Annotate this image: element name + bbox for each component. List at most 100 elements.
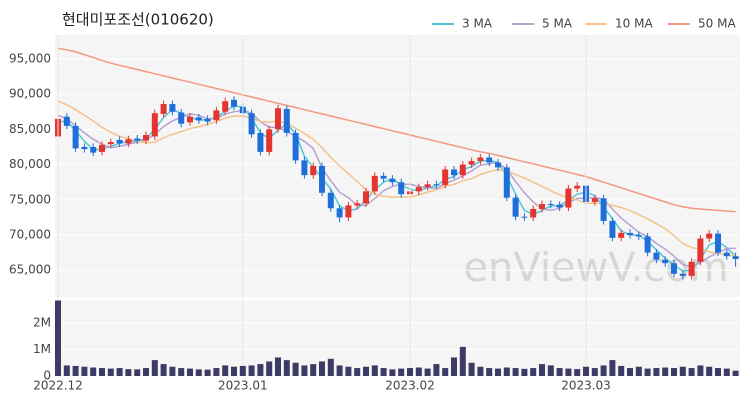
candle-body	[169, 104, 176, 112]
candle-body	[565, 188, 572, 208]
volume-bar	[459, 346, 466, 376]
y-tick-label: 1M	[33, 342, 51, 356]
volume-bar	[451, 357, 457, 376]
volume-bar	[662, 367, 669, 376]
candle-body	[521, 216, 528, 218]
candle-body	[178, 112, 185, 124]
candle-body	[556, 204, 563, 208]
candle-body	[116, 139, 123, 144]
candle-body	[292, 132, 299, 161]
volume-bar	[239, 365, 246, 376]
volume-bar	[477, 366, 484, 376]
volume-bar	[706, 366, 713, 376]
candle-body	[275, 108, 281, 130]
candle-body	[380, 175, 387, 179]
volume-bar	[468, 362, 475, 376]
candle-body	[222, 101, 229, 112]
candle-body	[539, 204, 545, 209]
candle-body	[503, 167, 510, 198]
volume-bar	[63, 365, 70, 376]
candle-body	[477, 157, 484, 162]
candle-body	[688, 261, 695, 276]
volume-bar	[275, 357, 281, 376]
volume-bar	[363, 366, 369, 376]
candle-body	[266, 129, 273, 152]
candle-body	[451, 169, 457, 176]
legend-label: 5 MA	[542, 17, 573, 31]
volume-bar	[336, 365, 343, 376]
candle-body	[63, 116, 70, 126]
candle-body	[327, 192, 334, 209]
volume-bar	[389, 369, 396, 376]
volume-bar	[503, 367, 510, 376]
volume-bar	[415, 367, 422, 376]
legend-label: 50 MA	[698, 17, 736, 31]
candle-body	[310, 166, 317, 176]
legend-label: 3 MA	[462, 17, 493, 31]
candle-body	[618, 232, 625, 238]
y-tick-label: 70,000	[9, 228, 51, 242]
volume-bar	[354, 368, 361, 376]
candle-body	[72, 125, 79, 149]
volume-bar	[556, 368, 563, 376]
volume-bar	[310, 364, 317, 376]
volume-bar	[688, 368, 695, 376]
volume-bar	[248, 365, 255, 376]
volume-bar	[495, 368, 501, 376]
volume-bar	[574, 369, 581, 376]
volume-bar	[723, 368, 730, 376]
candle-body	[90, 146, 97, 153]
candle-body	[398, 182, 405, 195]
y-tick-label: 75,000	[9, 192, 51, 206]
candle-body	[512, 197, 519, 217]
volume-bar	[90, 367, 97, 376]
candle-body	[424, 184, 431, 188]
candle-body	[679, 273, 686, 276]
volume-bar	[125, 369, 132, 376]
volume-bar	[55, 300, 61, 376]
candle-body	[125, 139, 132, 144]
volume-bar	[72, 365, 79, 376]
legend-label: 10 MA	[615, 17, 653, 31]
volume-bar	[600, 365, 607, 376]
volume-bar	[627, 368, 633, 376]
y-tick-label: 90,000	[9, 87, 51, 101]
volume-bar	[371, 365, 378, 376]
candle-body	[442, 169, 449, 186]
volume-bar	[151, 360, 158, 376]
candle-body	[187, 116, 193, 123]
candle-body	[160, 104, 167, 114]
candle-body	[715, 233, 721, 253]
volume-bar	[231, 366, 237, 376]
candle-body	[662, 259, 669, 264]
volume-bar	[81, 366, 88, 376]
ma-line	[57, 47, 736, 213]
y-tick-label: 85,000	[9, 122, 51, 136]
volume-bar	[521, 368, 528, 376]
volume-bar	[292, 362, 299, 376]
candle-body	[530, 208, 537, 218]
candle-body	[389, 178, 396, 183]
volume-bar	[618, 365, 625, 376]
candle-body	[600, 198, 607, 221]
candle-body	[547, 204, 554, 206]
x-tick-label: 2023.02	[385, 379, 435, 393]
candle-body	[653, 252, 660, 260]
volume-bar	[99, 368, 105, 376]
y-tick-label: 0	[43, 369, 51, 383]
volume-bar	[116, 368, 123, 376]
volume-bar	[583, 366, 589, 376]
candle-body	[195, 117, 202, 121]
volume-bar	[160, 364, 167, 376]
candle-body	[301, 160, 308, 176]
y-tick-label: 65,000	[9, 263, 51, 277]
y-tick-label: 95,000	[9, 51, 51, 65]
candle-body	[627, 232, 633, 236]
volume-bar	[178, 368, 185, 376]
volume-bar	[424, 368, 431, 376]
candle-body	[319, 166, 325, 193]
volume-bar	[222, 365, 229, 376]
candle-body	[459, 164, 466, 176]
volume-bar	[486, 368, 493, 376]
candle-body	[151, 113, 158, 137]
